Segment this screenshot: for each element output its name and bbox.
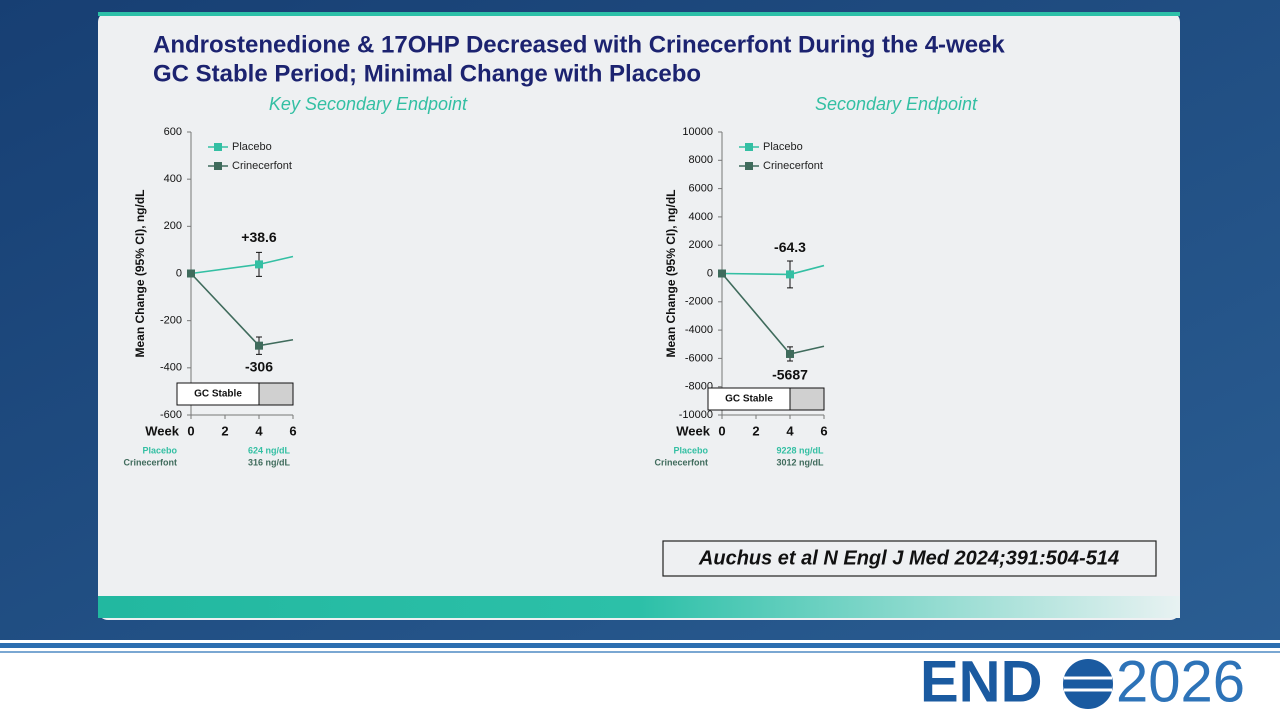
x-tick-label: 0 bbox=[718, 423, 725, 438]
y-tick-label: -200 bbox=[160, 315, 182, 327]
y-tick-label: -400 bbox=[160, 362, 182, 374]
title: Androstenedione & 17OHP Decreased with C… bbox=[153, 31, 1005, 58]
legend-marker bbox=[745, 143, 753, 151]
baseline-name: Crinecerfont bbox=[654, 457, 708, 467]
x-tick-label: 2 bbox=[752, 423, 759, 438]
data-label: -64.3 bbox=[774, 239, 806, 255]
x-axis-label: Week bbox=[145, 423, 179, 438]
y-tick-label: 4000 bbox=[689, 211, 713, 223]
period-rest bbox=[789, 387, 825, 411]
marker bbox=[187, 269, 195, 278]
marker bbox=[255, 341, 263, 350]
baseline-value: 9228 ng/dL bbox=[776, 445, 824, 455]
subtitle: Key Secondary Endpoint bbox=[269, 94, 468, 114]
baseline-value: 316 ng/dL bbox=[248, 457, 291, 467]
y-tick-label: 0 bbox=[176, 267, 182, 279]
y-axis-label: Mean Change (95% CI), ng/dL bbox=[664, 189, 678, 357]
logo-globe-lines bbox=[1064, 676, 1112, 692]
baseline-name: Placebo bbox=[673, 445, 708, 455]
marker bbox=[786, 270, 794, 279]
subtitle: Secondary Endpoint bbox=[815, 94, 978, 114]
citation: Auchus et al N Engl J Med 2024;391:504-5… bbox=[698, 547, 1119, 569]
y-tick-label: 8000 bbox=[689, 154, 713, 166]
y-tick-label: -4000 bbox=[685, 324, 713, 336]
period-label: GC Stable bbox=[725, 394, 773, 405]
top-strip bbox=[98, 12, 1180, 16]
baseline-name: Crinecerfont bbox=[123, 457, 177, 467]
legend-label: Placebo bbox=[763, 141, 803, 153]
footer-line bbox=[0, 643, 1280, 648]
x-tick-label: 2 bbox=[221, 423, 228, 438]
y-tick-label: -2000 bbox=[685, 296, 713, 308]
period-label: GC Stable bbox=[194, 389, 242, 400]
marker bbox=[786, 349, 794, 358]
charts: Key Secondary Endpoint Mean Change (95% C… bbox=[123, 94, 978, 468]
x-tick-label: 6 bbox=[820, 423, 827, 438]
x-tick-label: 4 bbox=[786, 423, 794, 438]
legend-marker bbox=[745, 162, 753, 170]
data-label: -306 bbox=[245, 358, 273, 374]
citation-box bbox=[662, 540, 1157, 577]
baseline-value: 3012 ng/dL bbox=[776, 457, 824, 467]
footer-line bbox=[0, 651, 1280, 653]
logo-globe bbox=[1063, 659, 1113, 709]
marker bbox=[718, 269, 726, 278]
marker bbox=[255, 260, 263, 269]
x-tick-label: 6 bbox=[289, 423, 296, 438]
y-tick-label: -6000 bbox=[685, 352, 713, 364]
data-label: -5687 bbox=[772, 367, 808, 383]
title: GC Stable Period; Minimal Change with Pl… bbox=[153, 60, 701, 87]
legend-marker bbox=[214, 162, 222, 170]
logo-text: END bbox=[920, 649, 1042, 714]
y-tick-label: 400 bbox=[164, 173, 182, 185]
y-axis-label: Mean Change (95% CI), ng/dL bbox=[133, 189, 147, 357]
x-axis-label: Week bbox=[676, 423, 710, 438]
legend-label: Placebo bbox=[232, 141, 272, 153]
y-tick-label: 6000 bbox=[689, 183, 713, 195]
y-tick-label: 0 bbox=[707, 267, 713, 279]
baseline-value: 624 ng/dL bbox=[248, 445, 291, 455]
y-tick-label: -10000 bbox=[679, 409, 713, 421]
logo-year: 2026 bbox=[1116, 649, 1245, 714]
y-tick-label: 200 bbox=[164, 220, 182, 232]
x-tick-label: 4 bbox=[255, 423, 263, 438]
y-tick-label: 600 bbox=[164, 126, 182, 138]
y-tick-label: 2000 bbox=[689, 239, 713, 251]
y-tick-label: 10000 bbox=[682, 126, 713, 138]
slide-card bbox=[98, 12, 1180, 620]
legend-marker bbox=[214, 143, 222, 151]
y-tick-label: -600 bbox=[160, 409, 182, 421]
data-label: +38.6 bbox=[241, 229, 277, 245]
bottom-bar bbox=[98, 596, 1180, 618]
period-rest bbox=[258, 382, 294, 406]
legend-label: Crinecerfont bbox=[763, 160, 823, 172]
x-tick-label: 0 bbox=[187, 423, 194, 438]
baseline-name: Placebo bbox=[142, 445, 177, 455]
y-tick-label: -8000 bbox=[685, 381, 713, 393]
legend-label: Crinecerfont bbox=[232, 160, 292, 172]
